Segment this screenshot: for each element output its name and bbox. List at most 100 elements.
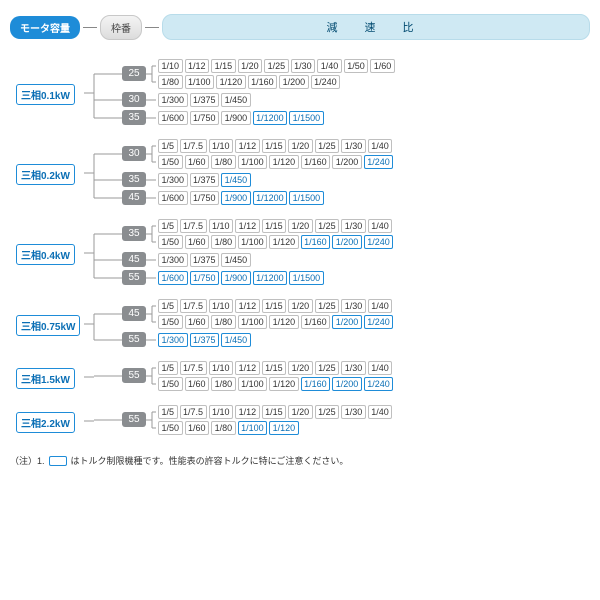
ratio-cell: 1/12 (235, 299, 260, 313)
ratio-cell: 1/12 (235, 361, 260, 375)
ratio-cell-torque-limited: 1/1200 (253, 271, 288, 285)
ratio-cell: 1/7.5 (180, 219, 207, 233)
frame-badge: 55 (122, 270, 146, 285)
ratio-cell: 1/25 (315, 361, 340, 375)
ratio-cell: 1/200 (279, 75, 309, 89)
ratio-row: 1/6001/7501/9001/12001/1500 (158, 271, 324, 285)
ratio-cell: 1/20 (288, 299, 313, 313)
ratio-row: 1/501/601/801/1001/1201/1601/2001/240 (158, 315, 393, 329)
ratio-cell: 1/120 (216, 75, 246, 89)
ratio-cell: 1/40 (368, 361, 393, 375)
ratio-cell: 1/300 (158, 253, 188, 267)
motor-badge: 三相2.2kW (16, 412, 75, 433)
ratio-cell: 1/80 (158, 75, 183, 89)
ratio-cell: 1/20 (288, 219, 313, 233)
motor-section: 三相0.1kW251/101/121/151/201/251/301/401/5… (10, 58, 590, 128)
ratio-row: 1/3001/3751/450 (158, 253, 251, 267)
ratio-cell: 1/25 (315, 299, 340, 313)
frame-badge: 30 (122, 146, 146, 161)
ratio-cell: 1/10 (209, 219, 234, 233)
ratio-cell: 1/25 (264, 59, 289, 73)
motor-section: 三相1.5kW551/51/7.51/101/121/151/201/251/3… (10, 360, 590, 394)
motor-badge: 三相0.1kW (16, 84, 75, 105)
ratio-cell-torque-limited: 1/450 (221, 333, 251, 347)
ratio-cell: 1/120 (269, 315, 299, 329)
frame-badge: 55 (122, 412, 146, 427)
ratio-cell-torque-limited: 1/240 (364, 315, 394, 329)
header-frame: 枠番 (100, 15, 142, 40)
ratio-cell-torque-limited: 1/1200 (253, 111, 288, 125)
ratio-cell: 1/15 (262, 405, 287, 419)
ratio-cell-torque-limited: 1/200 (332, 235, 362, 249)
ratio-cell: 1/30 (291, 59, 316, 73)
ratio-cell: 1/40 (368, 219, 393, 233)
ratio-cell: 1/7.5 (180, 405, 207, 419)
ratio-cell: 1/50 (158, 155, 183, 169)
ratio-cell: 1/40 (317, 59, 342, 73)
ratio-cell-torque-limited: 1/240 (364, 235, 394, 249)
frame-badge: 45 (122, 190, 146, 205)
ratio-cell: 1/375 (190, 173, 220, 187)
ratio-cell: 1/100 (238, 377, 268, 391)
ratio-cell: 1/600 (158, 111, 188, 125)
ratio-cell: 1/80 (211, 377, 236, 391)
ratio-cell: 1/12 (185, 59, 210, 73)
ratio-cell: 1/5 (158, 219, 178, 233)
ratio-cell-torque-limited: 1/450 (221, 173, 251, 187)
ratio-cell: 1/12 (235, 219, 260, 233)
ratio-cell: 1/15 (211, 59, 236, 73)
ratio-cell: 1/50 (344, 59, 369, 73)
ratio-row: 1/3001/3751/450 (158, 93, 251, 107)
ratio-cell: 1/80 (211, 315, 236, 329)
ratio-cell: 1/450 (221, 253, 251, 267)
ratio-cell: 1/50 (158, 235, 183, 249)
motor-badge: 三相1.5kW (16, 368, 75, 389)
ratio-cell-torque-limited: 1/160 (301, 235, 331, 249)
frame-badge: 25 (122, 66, 146, 81)
ratio-cell: 1/80 (211, 235, 236, 249)
ratio-cell: 1/30 (341, 405, 366, 419)
ratio-cell: 1/15 (262, 361, 287, 375)
motor-badge: 三相0.2kW (16, 164, 75, 185)
ratio-cell: 1/10 (209, 139, 234, 153)
hdash (145, 27, 159, 28)
ratio-cell: 1/7.5 (180, 139, 207, 153)
ratio-cell: 1/7.5 (180, 299, 207, 313)
ratio-cell: 1/375 (190, 93, 220, 107)
ratio-cell-torque-limited: 1/200 (332, 377, 362, 391)
ratio-row: 1/501/601/801/1001/1201/1601/2001/240 (158, 155, 393, 169)
ratio-cell: 1/10 (209, 361, 234, 375)
ratio-row: 1/6001/7501/9001/12001/1500 (158, 191, 324, 205)
ratio-row: 1/51/7.51/101/121/151/201/251/301/40 (158, 139, 392, 153)
footnote-text: はトルク制限機種です。性能表の許容トルクに特にご注意ください。 (71, 454, 349, 467)
ratio-cell: 1/300 (158, 173, 188, 187)
motor-section: 三相0.75kW451/51/7.51/101/121/151/201/251/… (10, 298, 590, 350)
ratio-cell: 1/60 (185, 155, 210, 169)
frame-badge: 45 (122, 306, 146, 321)
ratio-cell-torque-limited: 1/375 (190, 333, 220, 347)
ratio-row: 1/501/601/801/1001/1201/1601/2001/240 (158, 377, 393, 391)
ratio-cell-torque-limited: 1/900 (221, 191, 251, 205)
ratio-cell: 1/750 (190, 191, 220, 205)
ratio-row: 1/51/7.51/101/121/151/201/251/301/40 (158, 361, 392, 375)
ratio-cell-torque-limited: 1/1500 (289, 191, 324, 205)
ratio-cell: 1/375 (190, 253, 220, 267)
ratio-cell-torque-limited: 1/120 (269, 421, 299, 435)
ratio-cell-torque-limited: 1/900 (221, 271, 251, 285)
ratio-cell: 1/20 (288, 405, 313, 419)
ratio-cell: 1/200 (332, 155, 362, 169)
motor-section: 三相0.4kW351/51/7.51/101/121/151/201/251/3… (10, 218, 590, 288)
ratio-row: 1/801/1001/1201/1601/2001/240 (158, 75, 340, 89)
ratio-cell: 1/20 (288, 361, 313, 375)
ratio-cell: 1/600 (158, 191, 188, 205)
ratio-cell: 1/5 (158, 361, 178, 375)
ratio-cell: 1/100 (238, 315, 268, 329)
ratio-row: 1/6001/7501/9001/12001/1500 (158, 111, 324, 125)
ratio-cell: 1/5 (158, 139, 178, 153)
ratio-cell: 1/10 (209, 405, 234, 419)
motor-section: 三相0.2kW 30 1/51/7.51/101/121/151/201/251/3… (10, 138, 590, 208)
ratio-cell: 1/15 (262, 299, 287, 313)
frame-badge: 45 (122, 252, 146, 267)
motor-badge: 三相0.4kW (16, 244, 75, 265)
ratio-cell: 1/10 (209, 299, 234, 313)
